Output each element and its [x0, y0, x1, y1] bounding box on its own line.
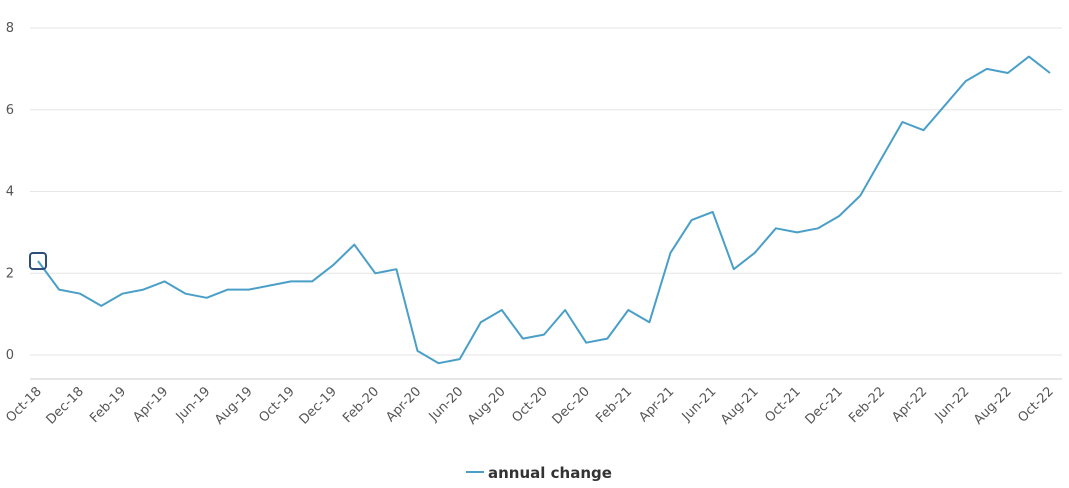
x-tick-label: Feb-22	[846, 384, 888, 426]
y-tick-label: 4	[6, 185, 14, 200]
x-tick-label: Oct-19	[256, 384, 298, 426]
marker-layer	[29, 251, 47, 270]
x-tick-label: Aug-20	[465, 384, 509, 428]
data-point-highlight[interactable]	[29, 251, 47, 270]
x-tick-label: Oct-22	[1015, 384, 1057, 426]
x-tick-label: Dec-20	[550, 384, 593, 427]
legend-label[interactable]: annual change	[488, 464, 612, 482]
x-tick-label: Aug-22	[971, 384, 1015, 428]
x-tick-label: Apr-22	[889, 384, 930, 425]
x-tick-label: Apr-20	[383, 384, 424, 425]
x-tick-label: Feb-19	[87, 384, 129, 426]
y-tick-label: 8	[6, 21, 14, 36]
grid-lines	[30, 27, 1062, 380]
x-tick-label: Aug-19	[212, 384, 256, 428]
x-tick-label: Jun-22	[932, 384, 973, 425]
x-tick-label: Apr-19	[130, 384, 171, 425]
series-line-0[interactable]	[37, 55, 1051, 365]
x-tick-label: Jun-19	[173, 384, 214, 425]
x-tick-label: Dec-21	[803, 384, 846, 427]
x-tick-label: Apr-21	[636, 384, 677, 425]
x-tick-label: Feb-21	[593, 384, 635, 426]
y-tick-label: 6	[6, 103, 14, 118]
y-tick-label: 2	[6, 266, 14, 281]
y-axis-ticks: 0 2 4 6 8	[6, 21, 14, 363]
x-tick-label: Aug-21	[718, 384, 762, 428]
x-tick-label: Jun-21	[679, 384, 720, 425]
x-tick-label: Oct-21	[762, 384, 804, 426]
series-layer	[37, 55, 1051, 365]
x-tick-label: Oct-20	[509, 384, 551, 426]
x-tick-label: Feb-20	[340, 384, 382, 426]
legend[interactable]: annual change	[466, 464, 612, 482]
x-tick-label: Oct-18	[3, 384, 45, 426]
x-tick-label: Dec-19	[297, 384, 340, 427]
x-tick-label: Jun-20	[426, 384, 467, 425]
y-tick-label: 0	[6, 348, 14, 363]
x-tick-label: Dec-18	[44, 384, 87, 427]
